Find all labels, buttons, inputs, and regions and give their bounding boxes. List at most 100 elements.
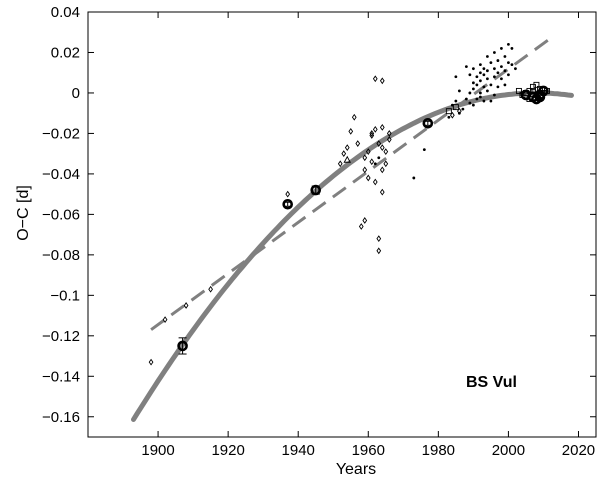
dot-point — [485, 89, 489, 93]
x-tick-label: 2000 — [492, 442, 525, 459]
diamond-point — [386, 130, 392, 137]
dot-point — [493, 75, 496, 79]
dot-point — [422, 148, 426, 152]
diamond-point — [208, 285, 213, 293]
dot-point — [412, 176, 416, 180]
square-point — [445, 108, 452, 115]
y-tick-label: 0.02 — [51, 44, 80, 61]
dot-point — [461, 107, 465, 111]
diamond-point — [337, 160, 343, 168]
parabolic-fit-line — [131, 90, 574, 422]
dot-point — [510, 63, 514, 67]
dot-point — [454, 99, 458, 103]
plot-layer — [131, 37, 574, 422]
triangle-point — [343, 155, 352, 163]
circle-point — [534, 89, 546, 101]
dot-point — [471, 67, 475, 71]
dot-point — [454, 75, 458, 79]
y-tick-label: −0.06 — [42, 206, 80, 223]
dot-point — [475, 75, 479, 79]
y-tick-label: −0.02 — [42, 125, 80, 142]
dot-point — [478, 95, 482, 99]
y-tick-label: −0.16 — [42, 409, 80, 426]
y-axis-label: O−C [d] — [15, 185, 32, 241]
diamond-point — [372, 178, 378, 186]
diamond-point — [457, 107, 462, 115]
dot-point — [471, 87, 475, 91]
dot-point — [475, 97, 479, 101]
circle-point — [177, 340, 188, 352]
dot-point — [482, 85, 486, 89]
dot-point — [503, 69, 507, 73]
dot-point — [468, 101, 472, 105]
diamond-point — [162, 316, 168, 324]
star-name-annotation: BS Vul — [466, 374, 517, 391]
diamond-point — [348, 128, 354, 135]
dot-point — [507, 42, 510, 46]
dot-point — [482, 99, 486, 103]
y-tick-label: −0.12 — [42, 328, 80, 345]
y-tick-label: −0.14 — [42, 368, 80, 385]
y-tick-label: −0.04 — [42, 166, 80, 183]
dot-point — [500, 77, 503, 81]
dot-point — [468, 73, 472, 77]
dot-point — [471, 103, 475, 107]
y-tick-label: 0 — [72, 85, 80, 102]
x-tick-label: 1920 — [211, 442, 244, 459]
linear-fit-line — [150, 37, 552, 331]
dot-point — [489, 61, 493, 64]
dot-point — [503, 83, 507, 87]
diamond-point — [379, 188, 385, 196]
diamond-point — [386, 136, 392, 143]
dot-point — [496, 71, 500, 75]
diamond-point — [379, 166, 385, 174]
diamond-point — [365, 148, 371, 156]
diamond-point — [383, 148, 389, 156]
dot-point — [489, 99, 493, 103]
dot-point — [489, 83, 493, 87]
dot-point — [482, 67, 486, 71]
y-tick-label: −0.1 — [50, 287, 80, 304]
axes: 1900 1920 1940 1960 1980 2000 2020 0.04 0.02 0 −0.… — [42, 4, 597, 459]
plot-frame — [87, 11, 597, 438]
dot-point — [510, 47, 514, 50]
diamond-point — [450, 111, 455, 119]
x-tick-label: 2020 — [562, 442, 595, 459]
dot-point — [500, 65, 503, 69]
dot-point — [478, 79, 482, 83]
diamond-point — [379, 77, 385, 85]
dot-point — [507, 73, 510, 77]
circle-point — [310, 184, 322, 196]
dot-point — [464, 97, 468, 101]
diamond-point — [358, 223, 364, 230]
diamond-point — [285, 190, 291, 198]
x-tick-label: 1980 — [422, 442, 455, 459]
diamond-point — [183, 302, 189, 309]
dot-point — [507, 61, 510, 64]
dot-point — [493, 93, 496, 97]
diamond-point — [369, 158, 375, 166]
dot-point — [471, 81, 475, 85]
dot-point — [485, 55, 489, 58]
dot-point — [478, 63, 482, 67]
dot-point — [475, 83, 479, 87]
diamond-point — [376, 140, 382, 147]
diamond-point — [369, 130, 375, 137]
diamond-point — [362, 154, 368, 162]
dot-point — [468, 91, 472, 95]
diamond-point — [341, 150, 347, 158]
diamond-point — [383, 160, 389, 168]
dot-point — [496, 59, 500, 62]
dot-point — [377, 156, 381, 160]
diamond-point — [372, 125, 378, 133]
dot-point — [485, 69, 489, 73]
dot-point — [514, 67, 517, 71]
circle-point — [422, 118, 434, 129]
square-point — [452, 104, 459, 111]
dot-point — [493, 67, 496, 71]
dot-point — [503, 55, 507, 58]
dot-point — [485, 77, 489, 81]
dot-point — [373, 162, 377, 166]
diamond-point — [376, 235, 382, 243]
